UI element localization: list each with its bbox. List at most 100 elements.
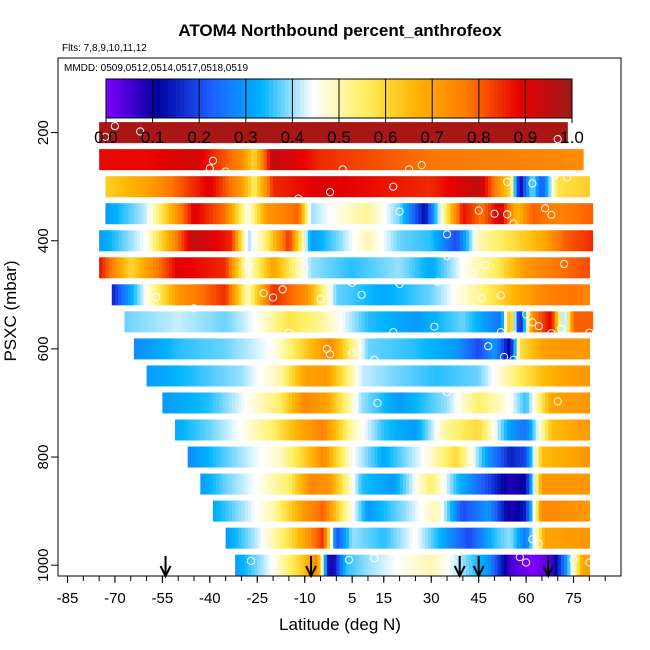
heatmap-cell xyxy=(503,527,508,549)
heatmap-cell xyxy=(402,230,407,252)
heatmap-cell xyxy=(336,311,341,333)
heatmap-cell xyxy=(421,554,426,576)
heatmap-cell xyxy=(282,230,287,252)
heatmap-cell xyxy=(541,419,546,441)
heatmap-cell xyxy=(418,500,423,522)
heatmap-cell xyxy=(545,500,549,522)
colorbar-segment xyxy=(502,79,507,118)
heatmap-cell xyxy=(175,230,179,252)
heatmap-cell xyxy=(526,284,530,306)
heatmap-cell xyxy=(247,176,252,198)
heatmap-cell xyxy=(469,392,473,414)
heatmap-cell xyxy=(348,473,353,495)
heatmap-cell xyxy=(352,284,356,306)
heatmap-cell xyxy=(500,122,505,144)
heatmap-cell xyxy=(437,203,442,225)
heatmap-cell xyxy=(143,311,148,333)
heatmap-cell xyxy=(431,446,435,468)
colorbar-segment xyxy=(443,79,449,118)
heatmap-cell xyxy=(304,554,309,576)
heatmap-cell xyxy=(443,284,448,306)
heatmap-cell xyxy=(247,365,252,387)
heatmap-cell xyxy=(197,365,201,387)
colorbar-segment xyxy=(113,79,119,118)
heatmap-cell xyxy=(440,446,445,468)
heatmap-cell xyxy=(456,527,461,549)
heatmap-cell xyxy=(459,392,464,414)
heatmap-cell xyxy=(573,257,578,279)
heatmap-cell xyxy=(282,473,287,495)
heatmap-cell xyxy=(295,473,299,495)
heatmap-cell xyxy=(402,365,407,387)
heatmap-cell xyxy=(190,392,195,414)
heatmap-cell xyxy=(159,149,163,171)
observation-marker xyxy=(585,328,594,337)
colorbar-segment xyxy=(366,79,371,118)
heatmap-cell xyxy=(282,446,287,468)
colorbar-segment xyxy=(451,79,456,118)
heatmap-cell xyxy=(450,392,454,414)
heatmap-cell xyxy=(453,392,458,414)
heatmap-cell xyxy=(263,446,268,468)
heatmap-cell xyxy=(348,554,353,576)
heatmap-cell xyxy=(307,419,312,441)
heatmap-cell xyxy=(377,446,382,468)
heatmap-cell xyxy=(342,473,347,495)
heatmap-cell xyxy=(399,176,404,198)
heatmap-cell xyxy=(475,230,480,252)
heatmap-cell xyxy=(348,122,353,144)
heatmap-cell xyxy=(247,527,252,549)
heatmap-cell xyxy=(579,203,584,225)
heatmap-cell xyxy=(519,149,524,171)
heatmap-cell xyxy=(285,554,290,576)
heatmap-cell xyxy=(216,149,220,171)
x-tick-label: 15 xyxy=(375,590,392,607)
heatmap-cell xyxy=(484,311,489,333)
heatmap-cell xyxy=(421,122,426,144)
heatmap-cell xyxy=(99,122,103,144)
heatmap-cell xyxy=(532,122,537,144)
heatmap-cell xyxy=(453,419,458,441)
heatmap-cell xyxy=(393,176,398,198)
heatmap-cell xyxy=(390,176,394,198)
heatmap-cell xyxy=(301,554,306,576)
heatmap-cell xyxy=(225,392,230,414)
heatmap-cell xyxy=(390,203,394,225)
heatmap-cell xyxy=(583,176,587,198)
heatmap-cell xyxy=(405,473,410,495)
heatmap-cell xyxy=(295,392,299,414)
heatmap-cell xyxy=(342,122,347,144)
heatmap-cell xyxy=(292,500,296,522)
observation-marker xyxy=(442,388,452,397)
heatmap-cell xyxy=(197,257,201,279)
heatmap-cell xyxy=(130,284,135,306)
heatmap-cell xyxy=(393,122,398,144)
heatmap-cell xyxy=(361,527,366,549)
heatmap-cell xyxy=(273,446,277,468)
observation-marker xyxy=(474,206,483,215)
heatmap-cell xyxy=(124,311,129,333)
heatmap-cell xyxy=(285,392,290,414)
heatmap-cell xyxy=(228,311,233,333)
heatmap-cell xyxy=(428,203,432,225)
heatmap-cell xyxy=(510,176,515,198)
heatmap-cell xyxy=(386,527,391,549)
heatmap-cell xyxy=(194,311,198,333)
heatmap-cell xyxy=(304,527,309,549)
heatmap-cell xyxy=(140,176,144,198)
colorbar-tick-label: 0.5 xyxy=(327,128,351,147)
heatmap-cell xyxy=(212,284,217,306)
heatmap-cell xyxy=(301,176,306,198)
heatmap-cell xyxy=(288,230,293,252)
heatmap-cell xyxy=(576,473,581,495)
heatmap-cell xyxy=(203,365,208,387)
heatmap-cell xyxy=(377,311,382,333)
heatmap-cell xyxy=(510,392,515,414)
heatmap-cell xyxy=(361,257,366,279)
heatmap-cell xyxy=(402,149,407,171)
heatmap-cell xyxy=(399,122,404,144)
heatmap-cell xyxy=(282,419,287,441)
heatmap-cell xyxy=(507,527,511,549)
heatmap-cell xyxy=(260,554,265,576)
colorbar-segment xyxy=(552,79,557,118)
